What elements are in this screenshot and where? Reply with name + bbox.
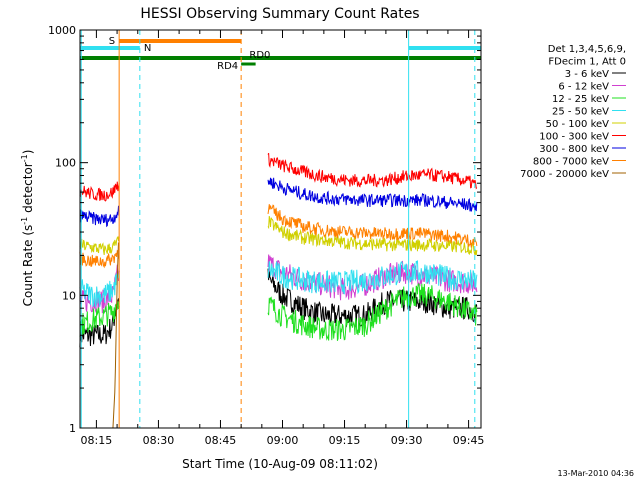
series-line-12-25-kev: [79, 300, 120, 337]
series-line-50-100-kev: [267, 215, 478, 256]
y-axis-label-end: ): [21, 150, 35, 155]
x-tick-label: 08:30: [143, 434, 175, 447]
legend: Det 1,3,4,5,6,9, FDecim 1, Att 03 - 6 keV…: [520, 44, 626, 180]
legend-label: 50 - 100 keV: [546, 119, 610, 130]
legend-header: FDecim 1, Att 0: [548, 57, 626, 68]
legend-label: 7000 - 20000 keV: [520, 169, 609, 180]
x-tick-label: 08:15: [81, 434, 113, 447]
series-line-100-300-kev: [79, 181, 120, 202]
saa-label: S: [109, 36, 115, 47]
legend-label: 6 - 12 keV: [558, 82, 609, 93]
y-axis-label-sup1: -1: [20, 217, 29, 225]
footer-timestamp: 13-Mar-2010 04:36: [557, 469, 635, 478]
overlay-layer: S N RD0 RD4: [80, 30, 481, 428]
legend-label: 3 - 6 keV: [565, 69, 609, 80]
series-line-3-6-kev: [79, 298, 120, 348]
x-tick-label: 08:45: [205, 434, 237, 447]
plot-frame: [79, 29, 482, 429]
series-line-800-7000-kev: [267, 204, 478, 248]
legend-header: Det 1,3,4,5,6,9,: [548, 44, 626, 55]
legend-label: 100 - 300 keV: [539, 132, 609, 143]
x-tick-label: 09:00: [267, 434, 299, 447]
legend-label: 25 - 50 keV: [552, 107, 609, 118]
y-axis-label-start: Count Rate (s: [21, 225, 35, 307]
y-tick-label: 1000: [48, 24, 76, 37]
rd0-label: RD0: [249, 50, 270, 61]
series-line-800-7000-kev: [79, 249, 120, 269]
x-axis-label: Start Time (10-Aug-09 08:11:02): [182, 457, 378, 471]
series-line-300-800-kev: [267, 177, 478, 212]
y-tick-label: 1: [69, 422, 76, 435]
series-line-25-50-kev: [79, 270, 120, 308]
series-layer: [79, 152, 478, 429]
y-axis-label: Count Rate (s-1 detector-1): [20, 150, 35, 307]
night-label: N: [144, 43, 151, 54]
legend-label: 300 - 800 keV: [539, 144, 609, 155]
series-line-12-25-kev: [267, 282, 478, 341]
series-line-50-100-kev: [79, 235, 120, 256]
y-tick-label: 100: [55, 157, 76, 170]
series-line-100-300-kev: [267, 152, 478, 190]
y-axis-label-mid: detector: [21, 162, 35, 217]
series-line-25-50-kev: [267, 260, 478, 295]
y-tick-label: 10: [62, 289, 76, 302]
chart-title: HESSI Observing Summary Count Rates: [140, 6, 419, 22]
rd4-label: RD4: [217, 61, 238, 72]
x-tick-label: 09:30: [391, 434, 423, 447]
axes-layer: 08:15 08:30 08:45 09:00 09:15 09:30 09:45 1 10 10…: [48, 24, 484, 447]
series-line-7000-20000-kev: [112, 242, 119, 429]
series-line-300-800-kev: [79, 205, 120, 228]
x-tick-label: 09:15: [329, 434, 361, 447]
y-axis-label-sup2: -1: [20, 154, 29, 162]
x-tick-label: 09:45: [453, 434, 485, 447]
legend-label: 800 - 7000 keV: [533, 157, 609, 168]
legend-label: 12 - 25 keV: [552, 94, 609, 105]
